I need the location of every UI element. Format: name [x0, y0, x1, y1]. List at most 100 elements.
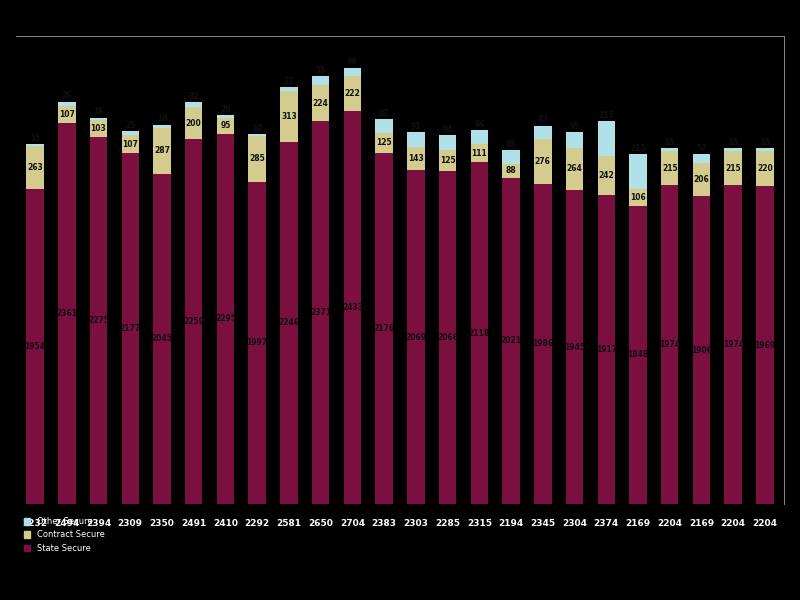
Bar	[534, 139, 551, 184]
Bar	[630, 188, 646, 206]
Text: 1969: 1969	[754, 341, 775, 350]
Text: 215: 215	[726, 164, 741, 173]
Bar	[407, 147, 425, 170]
Text: 215: 215	[662, 164, 678, 173]
Bar	[566, 190, 583, 504]
Bar	[217, 118, 234, 134]
Text: 2433: 2433	[342, 303, 363, 312]
Text: 215: 215	[598, 110, 614, 119]
Bar	[502, 164, 520, 178]
Text: 85: 85	[506, 140, 516, 149]
Bar	[470, 130, 488, 144]
Bar	[154, 174, 170, 504]
Bar	[312, 85, 330, 121]
Bar	[26, 144, 44, 146]
Bar	[375, 133, 393, 153]
Text: 2315: 2315	[467, 518, 492, 527]
Bar	[725, 151, 742, 185]
Text: 2309: 2309	[118, 518, 142, 527]
Bar	[58, 101, 75, 106]
Text: 2491: 2491	[181, 518, 206, 527]
Text: 2275: 2275	[88, 316, 109, 325]
Bar	[598, 194, 615, 504]
Text: 88: 88	[506, 166, 517, 175]
Bar	[90, 120, 107, 137]
Text: 94: 94	[442, 125, 453, 134]
Text: 125: 125	[440, 156, 455, 165]
Text: 2204: 2204	[658, 518, 682, 527]
Text: 15: 15	[30, 134, 40, 143]
Text: 200: 200	[186, 119, 202, 128]
Text: 1848: 1848	[627, 350, 649, 359]
Bar	[756, 186, 774, 504]
Text: 2410: 2410	[213, 518, 238, 527]
Text: 1974: 1974	[722, 340, 744, 349]
Bar	[725, 148, 742, 151]
Bar	[280, 88, 298, 91]
Text: 2069: 2069	[406, 332, 426, 341]
Text: 143: 143	[408, 154, 424, 163]
Bar	[407, 133, 425, 147]
Bar	[280, 142, 298, 504]
Bar	[280, 91, 298, 142]
Bar	[470, 162, 488, 504]
Text: 25: 25	[125, 121, 135, 130]
Legend: Other Secure, Contract Secure, State Secure: Other Secure, Contract Secure, State Sec…	[20, 514, 108, 556]
Text: 313: 313	[281, 112, 297, 121]
Bar	[185, 107, 202, 139]
Text: 55: 55	[315, 66, 326, 75]
Text: 32: 32	[189, 92, 199, 101]
Text: 103: 103	[90, 124, 106, 133]
Text: 2374: 2374	[594, 518, 619, 527]
Bar	[122, 131, 139, 136]
Bar	[344, 76, 361, 112]
Bar	[344, 112, 361, 504]
Bar	[439, 170, 456, 504]
Text: 22: 22	[284, 77, 294, 86]
Text: 20: 20	[220, 105, 230, 114]
Text: 263: 263	[27, 163, 43, 172]
Text: 2118: 2118	[469, 329, 490, 338]
Text: 107: 107	[59, 110, 74, 119]
Bar	[693, 154, 710, 163]
Bar	[439, 135, 456, 151]
Bar	[661, 185, 678, 504]
Bar	[217, 115, 234, 118]
Bar	[249, 182, 266, 504]
Bar	[249, 134, 266, 136]
Text: 2021: 2021	[501, 337, 522, 346]
Text: 2304: 2304	[562, 518, 587, 527]
Bar	[58, 123, 75, 504]
Text: 287: 287	[154, 146, 170, 155]
Text: 91: 91	[410, 122, 421, 131]
Bar	[725, 185, 742, 504]
Bar	[439, 151, 456, 170]
Bar	[90, 137, 107, 504]
Bar	[693, 163, 710, 196]
Text: 276: 276	[535, 157, 550, 166]
Text: 2295: 2295	[215, 314, 236, 323]
Text: 2232: 2232	[22, 518, 47, 527]
Text: 83: 83	[538, 115, 548, 124]
Text: 2285: 2285	[435, 518, 460, 527]
Text: 2345: 2345	[530, 518, 555, 527]
Text: 242: 242	[598, 170, 614, 179]
Bar	[58, 106, 75, 123]
Text: 2194: 2194	[498, 518, 524, 527]
Text: 2045: 2045	[151, 334, 173, 343]
Bar	[312, 76, 330, 85]
Text: 95: 95	[220, 121, 230, 130]
Bar	[249, 136, 266, 182]
Bar	[154, 125, 170, 128]
Text: 1986: 1986	[532, 339, 554, 348]
Text: 2394: 2394	[86, 518, 111, 527]
Text: 2177: 2177	[120, 324, 141, 333]
Bar	[26, 188, 44, 504]
Bar	[26, 146, 44, 188]
Bar	[154, 128, 170, 174]
Text: 49: 49	[347, 58, 358, 67]
Text: 106: 106	[630, 193, 646, 202]
Text: 15: 15	[728, 138, 738, 147]
Text: 2361: 2361	[56, 309, 78, 318]
Bar	[217, 134, 234, 504]
